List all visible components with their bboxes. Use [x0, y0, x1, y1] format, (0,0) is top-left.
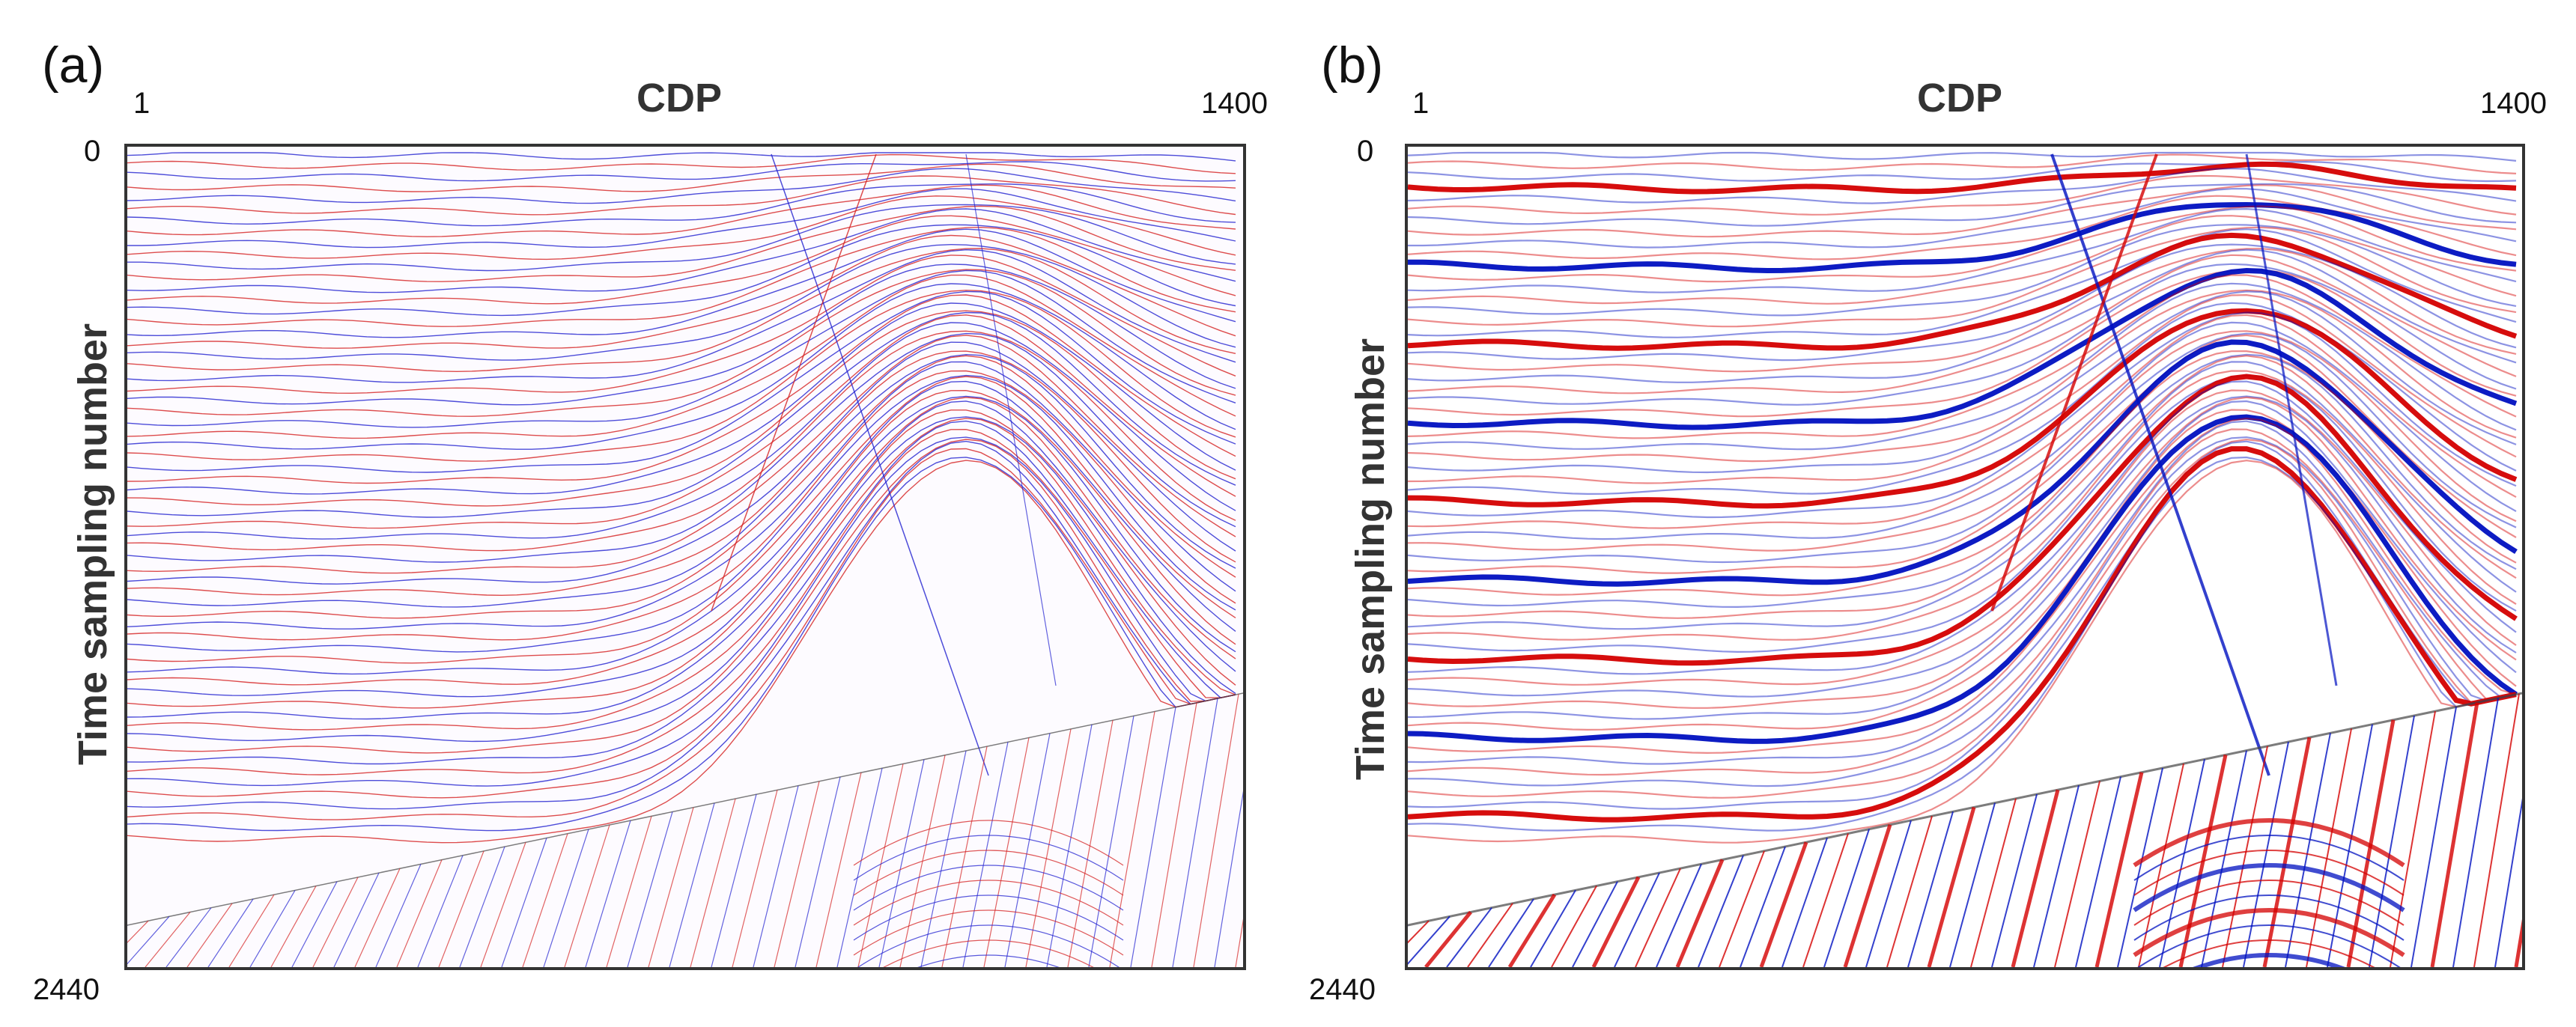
panel-a-x-tick-end: 1400 — [1201, 87, 1268, 120]
panel-b-y-tick-top: 0 — [1357, 135, 1374, 168]
panel-b-letter: (b) — [1321, 37, 1384, 94]
panel-a-letter: (a) — [42, 37, 105, 94]
seismic-horizons — [1408, 151, 2518, 844]
panel-a-x-tick-start: 1 — [133, 87, 151, 120]
panel-b-x-tick-end: 1400 — [2480, 87, 2547, 120]
seismic-faults — [1408, 153, 2522, 927]
panel-a-y-tick-top: 0 — [84, 135, 101, 168]
seismic-faults — [127, 153, 1243, 926]
panel-a-y-axis-title: Time sampling number — [70, 323, 115, 766]
panel-a-x-axis-title: CDP — [637, 76, 723, 121]
panel-a-plot — [124, 144, 1246, 970]
seismic-horizons — [127, 152, 1236, 844]
panel-b-seismic-image — [1408, 151, 2522, 967]
panel-b-plot — [1405, 144, 2525, 970]
seismic-lower-layers — [127, 694, 1243, 967]
panel-b-x-tick-start: 1 — [1412, 87, 1430, 120]
panel-b-y-tick-bottom: 2440 — [1309, 973, 1376, 1006]
panel-a-y-tick-bottom: 2440 — [33, 973, 100, 1006]
seismic-lower-layers — [1408, 693, 2522, 967]
panel-b-y-axis-title: Time sampling number — [1348, 338, 1393, 781]
panel-a-seismic-image — [127, 152, 1243, 967]
panel-b-x-axis-title: CDP — [1917, 76, 2003, 121]
